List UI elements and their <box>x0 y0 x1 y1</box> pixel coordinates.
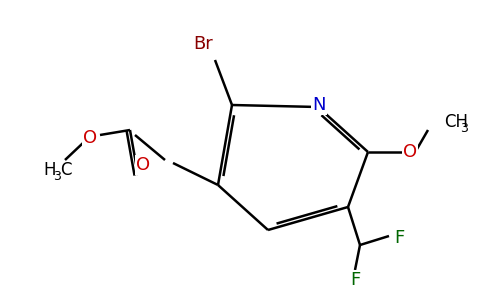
Text: O: O <box>83 129 97 147</box>
Text: F: F <box>350 271 360 289</box>
Text: 3: 3 <box>460 122 468 134</box>
Text: Br: Br <box>193 35 213 53</box>
Text: N: N <box>312 96 326 114</box>
Text: F: F <box>394 229 404 247</box>
Text: 3: 3 <box>53 169 61 182</box>
Text: O: O <box>136 156 150 174</box>
Text: CH: CH <box>444 113 468 131</box>
Text: C: C <box>60 161 72 179</box>
Text: O: O <box>403 143 417 161</box>
Text: H: H <box>43 161 56 179</box>
